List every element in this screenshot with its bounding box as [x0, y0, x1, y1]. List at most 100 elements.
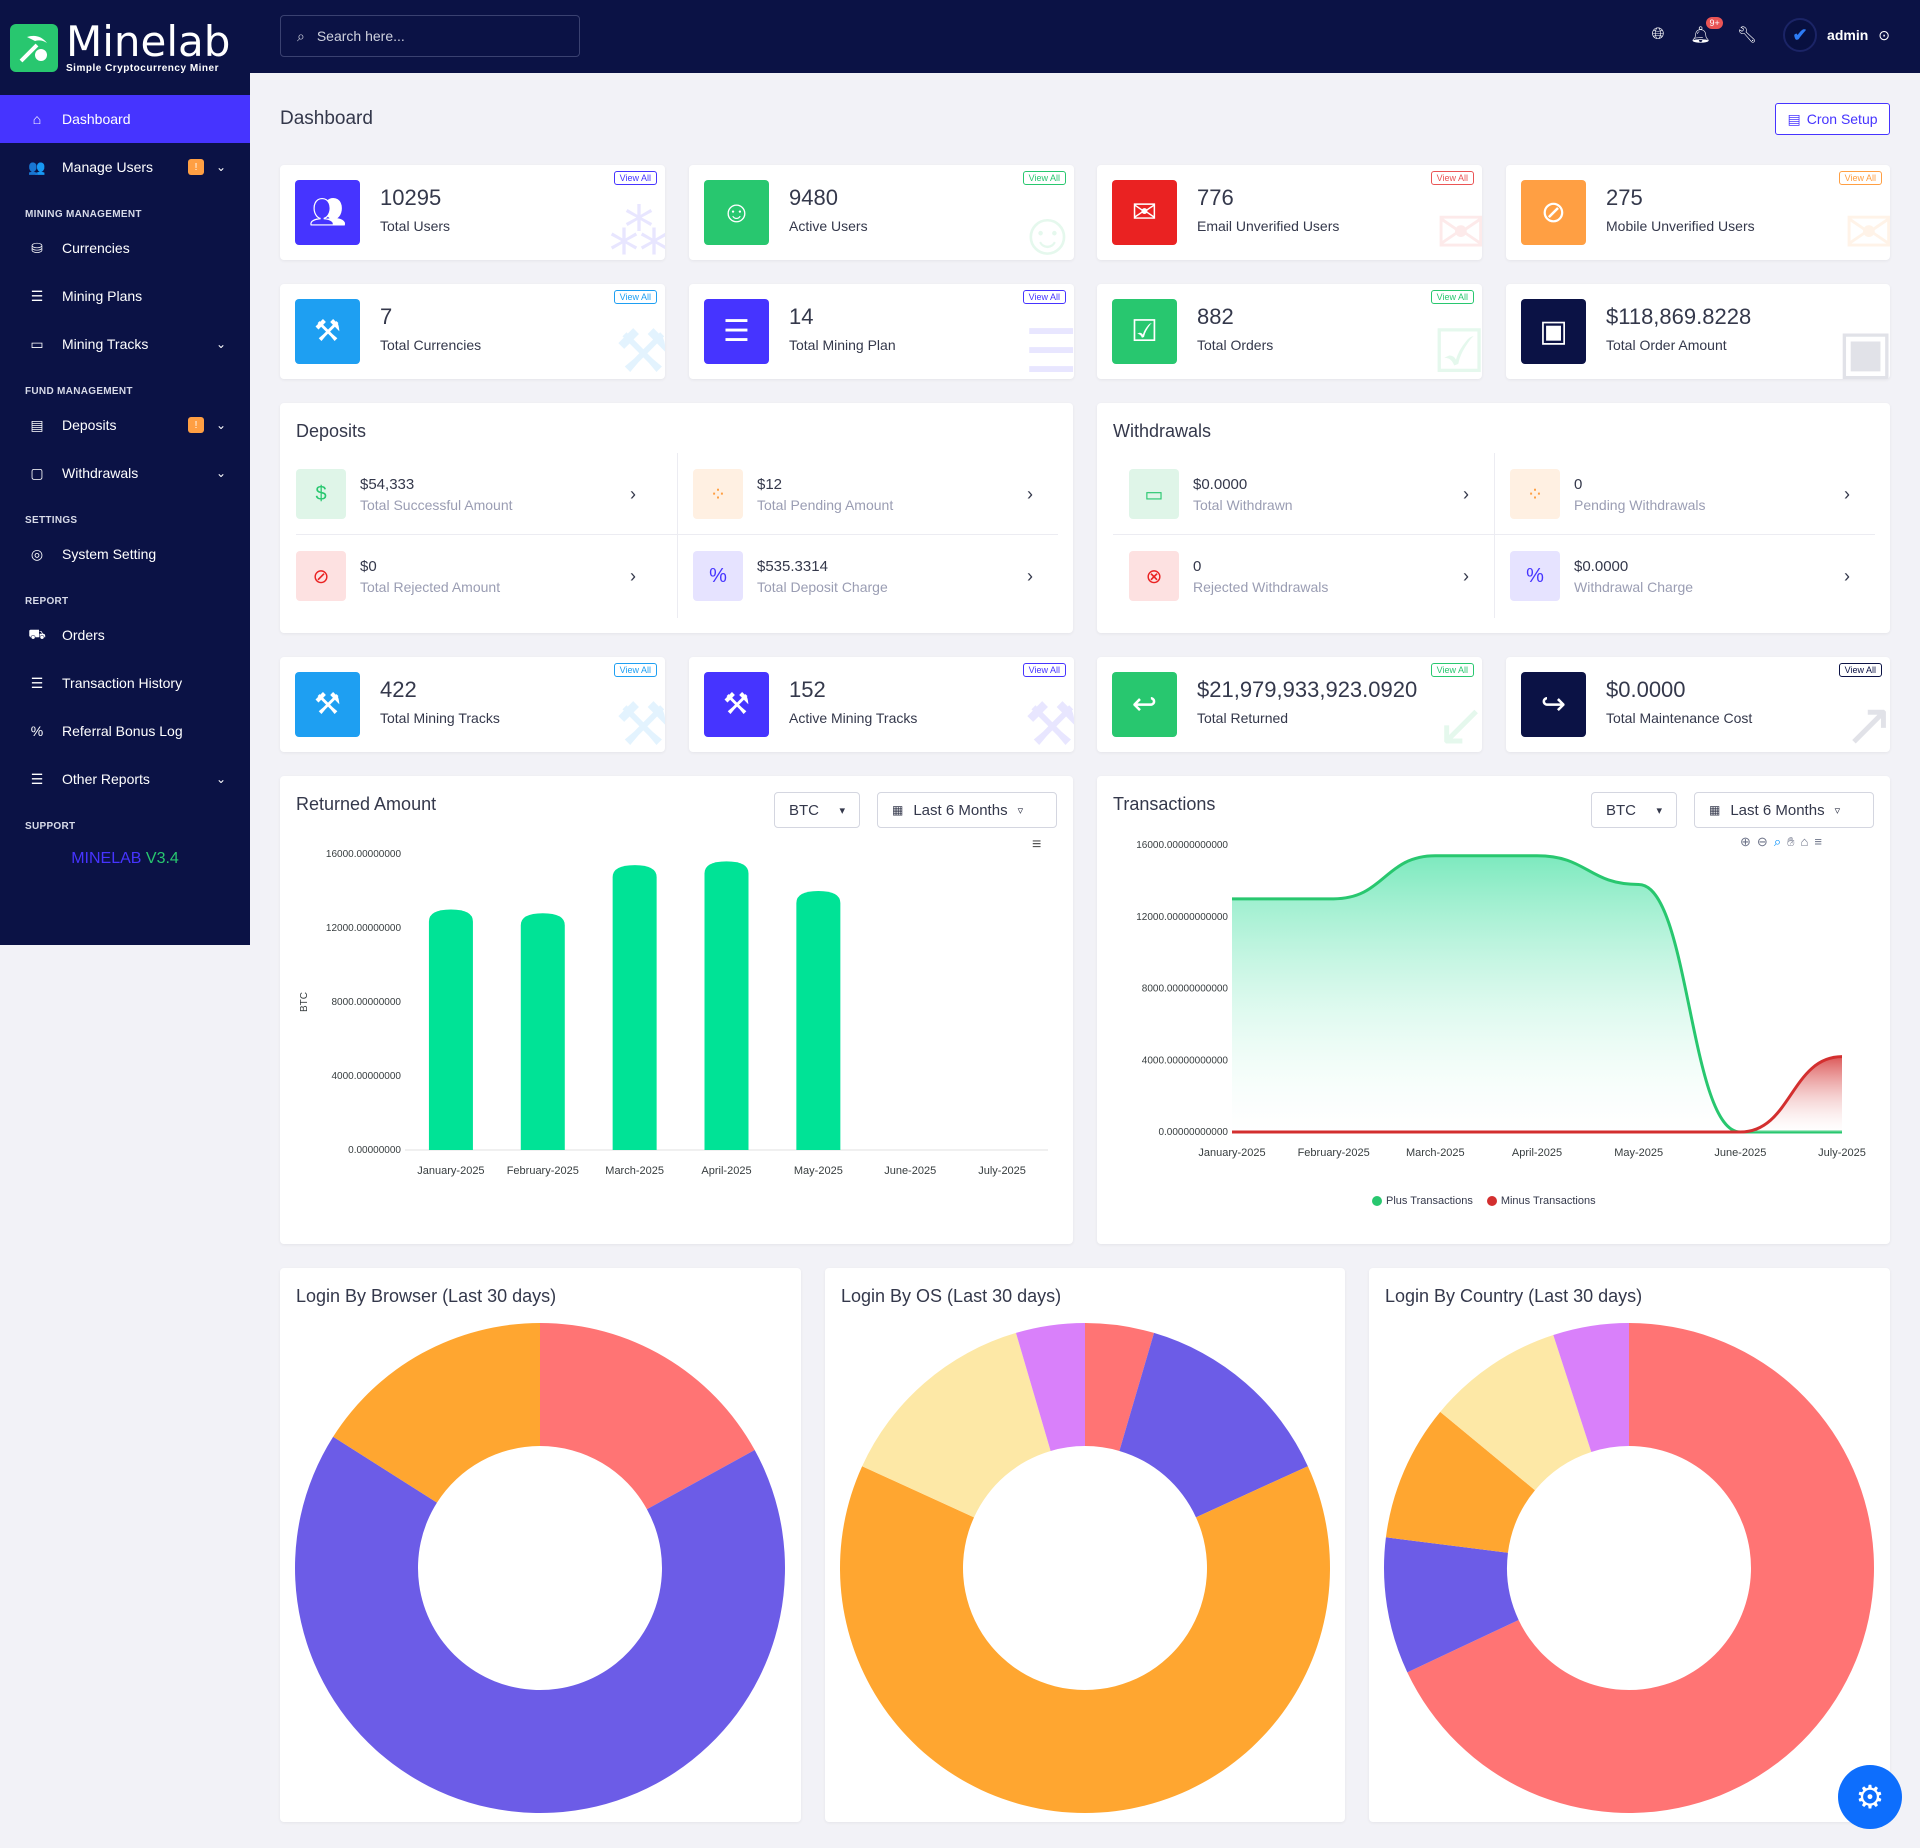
returned-amount-chart: 0.00000000 4000.00000000 8000.00000000 1200… — [299, 849, 1048, 1177]
deposit-rejected[interactable]: ⊘ $0 Total Rejected Amount › — [280, 535, 660, 617]
brand-tagline: Simple Cryptocurrency Miner — [66, 63, 219, 74]
section-support: SUPPORT — [25, 821, 76, 832]
sidebar-item-system-setting[interactable]: ◎ System Setting — [0, 530, 250, 578]
deposit-successful[interactable]: $ $54,333 Total Successful Amount › — [280, 453, 660, 535]
stat-active-mining-tracks: ⚒ 152 Active Mining Tracks View All ⚒ — [689, 657, 1074, 752]
calendar-icon: ▦ — [892, 803, 904, 817]
page-title: Dashboard — [280, 108, 373, 129]
view-all-link[interactable]: View All — [613, 663, 657, 677]
login-os-panel: Login By OS (Last 30 days) — [825, 1268, 1345, 1822]
zoom-out-icon[interactable]: ⊖ — [1756, 834, 1768, 849]
sidebar-item-referral-bonus-log[interactable]: % Referral Bonus Log — [0, 707, 250, 755]
sidebar-item-withdrawals[interactable]: ▢ Withdrawals ⌄ — [0, 449, 250, 497]
list-icon: ☰ — [30, 287, 44, 304]
y-tick-label: 16000.00000000 — [326, 849, 402, 860]
view-all-link[interactable]: View All — [1022, 290, 1066, 304]
globe-icon[interactable]: 🌐︎ — [1651, 26, 1665, 43]
wrench-icon[interactable]: 🔧︎ — [1736, 27, 1758, 44]
sidebar-item-deposits[interactable]: ▤ Deposits! ⌄ — [0, 401, 250, 449]
withdraw-pending[interactable]: ⁘ 0 Pending Withdrawals › — [1494, 453, 1874, 535]
file-money-icon: ▤ — [30, 416, 44, 433]
date-range-select[interactable]: ▦ Last 6 Months ▿ — [1694, 792, 1874, 828]
currency-select[interactable]: BTC ▾ — [774, 792, 860, 828]
view-all-link[interactable]: View All — [1022, 663, 1066, 677]
version-label: MINELAB V3.4 — [71, 850, 179, 867]
transactions-title: Transactions — [1113, 794, 1216, 814]
view-all-link[interactable]: View All — [1430, 290, 1474, 304]
view-all-link[interactable]: View All — [613, 171, 657, 185]
user-menu[interactable]: ✔ admin ⊙ — [1783, 18, 1890, 52]
sidebar-item-transaction-history[interactable]: ☰ Transaction History — [0, 659, 250, 707]
chart-menu-icon[interactable]: ≡ — [1814, 834, 1822, 849]
arrow-watermark-icon: ↗ — [1843, 691, 1890, 752]
view-all-link[interactable]: View All — [1022, 171, 1066, 185]
donut-slice — [1407, 1323, 1874, 1813]
returned-amount-panel: Returned Amount BTC ▾ ▦ Last 6 Months ▿ ≡ 0… — [280, 776, 1073, 1244]
login-country-chart — [1384, 1323, 1874, 1813]
topbar: ⌕ Search here... 🌐︎ 🔔︎ 9+ 🔧︎ ✔ admin ⊙ — [250, 0, 1920, 73]
sidebar-item-mining-plans[interactable]: ☰ Mining Plans — [0, 272, 250, 320]
stat-total-mining-tracks: ⚒ 422 Total Mining Tracks View All ⚒ — [280, 657, 665, 752]
brand-logo[interactable]: Minelab Simple Cryptocurrency Miner — [0, 0, 250, 95]
settings-fab[interactable]: ⚙ — [1838, 1765, 1902, 1829]
currency-select[interactable]: BTC ▾ — [1591, 792, 1677, 828]
notification-bell[interactable]: 🔔︎ 9+ — [1690, 17, 1723, 45]
notification-count: 9+ — [1706, 17, 1723, 29]
view-all-link[interactable]: View All — [1838, 663, 1882, 677]
list-check-icon: ☑ — [1112, 299, 1177, 364]
sidebar-item-dashboard[interactable]: ⌂ Dashboard — [0, 95, 250, 143]
bar — [428, 909, 473, 1150]
sidebar-item-manage-users[interactable]: 👥 Manage Users! ⌄ — [28, 158, 226, 175]
chevron-down-icon: ⌄ — [215, 418, 226, 432]
share-icon: ↪ — [1521, 672, 1586, 737]
deposit-pending[interactable]: ⁘ $12 Total Pending Amount › — [677, 453, 1057, 535]
chevron-right-icon: › — [630, 483, 636, 504]
login-country-title: Login By Country (Last 30 days) — [1385, 1286, 1643, 1306]
envelope-watermark-icon: ✉ — [1435, 199, 1482, 260]
sidebar-item-mining-tracks[interactable]: ▭ Mining Tracks ⌄ — [0, 320, 250, 368]
view-all-link[interactable]: View All — [1430, 663, 1474, 677]
zoom-in-icon[interactable]: ⊕ — [1740, 834, 1751, 849]
search-input[interactable]: ⌕ Search here... — [280, 15, 580, 57]
cron-setup-button[interactable]: ▤ Cron Setup — [1775, 103, 1890, 135]
hammer-watermark-icon: ⚒ — [615, 318, 665, 379]
withdraw-charge[interactable]: % $0.0000 Withdrawal Charge › — [1494, 535, 1874, 617]
view-all-link[interactable]: View All — [1430, 171, 1474, 185]
list-check-icon: ☰ — [30, 674, 44, 691]
withdraw-total[interactable]: ▭ $0.0000 Total Withdrawn › — [1113, 453, 1493, 535]
sidebar-item-other-reports[interactable]: ☰ Other Reports ⌄ — [0, 755, 250, 803]
chevron-right-icon: › — [1027, 565, 1033, 586]
comment-slash-icon: ⊘ — [1521, 180, 1586, 245]
series-line — [1232, 1055, 1843, 1134]
date-range-select[interactable]: ▦ Last 6 Months ▿ — [877, 792, 1057, 828]
section-fund-management: FUND MANAGEMENT — [25, 386, 133, 397]
home-reset-icon[interactable]: ⌂ — [1800, 834, 1809, 849]
donut-slice — [1384, 1537, 1519, 1673]
users-group-icon: 👥︎ — [295, 180, 360, 245]
deposit-charge[interactable]: % $535.3314 Total Deposit Charge › — [677, 535, 1057, 617]
x-tick-label: January-2025 — [1198, 1147, 1265, 1159]
bar — [520, 913, 565, 1150]
caret-down-icon: ▿ — [1017, 804, 1024, 817]
money-watermark-icon: ▣ — [1837, 318, 1890, 379]
chevron-down-icon: ⌄ — [215, 466, 226, 480]
cron-icon: ▤ — [1787, 110, 1801, 127]
search-zoom-icon[interactable]: ⌕ — [1773, 834, 1782, 849]
withdraw-rejected[interactable]: ⊗ 0 Rejected Withdrawals › — [1113, 535, 1493, 617]
series-area — [1232, 855, 1842, 1132]
deposits-panel: Deposits $ $54,333 Total Successful Amoun… — [280, 403, 1073, 633]
view-all-link[interactable]: View All — [1838, 171, 1882, 185]
view-all-link[interactable]: View All — [613, 290, 657, 304]
x-tick-label: January-2025 — [417, 1165, 484, 1177]
sidebar-item-currencies[interactable]: ⛁ Currencies — [0, 224, 250, 272]
legend-plus[interactable]: Plus Transactions — [1372, 1195, 1473, 1207]
chart-menu-icon[interactable]: ≡ — [1032, 836, 1042, 853]
pan-hand-icon[interactable]: ✋︎ — [1787, 834, 1795, 849]
hammer-watermark-icon: ⚒ — [615, 691, 665, 752]
stat-email-unverified: ✉ 776 Email Unverified Users View All ✉ — [1097, 165, 1482, 260]
stat-total-maintenance: ↪ $0.0000 Total Maintenance Cost View Al… — [1506, 657, 1890, 752]
sidebar-item-orders[interactable]: ⛟ Orders — [28, 625, 105, 644]
y-tick-label: 0.00000000 — [348, 1145, 401, 1156]
envelope-icon: ✉ — [1112, 180, 1177, 245]
legend-minus[interactable]: Minus Transactions — [1486, 1195, 1596, 1207]
